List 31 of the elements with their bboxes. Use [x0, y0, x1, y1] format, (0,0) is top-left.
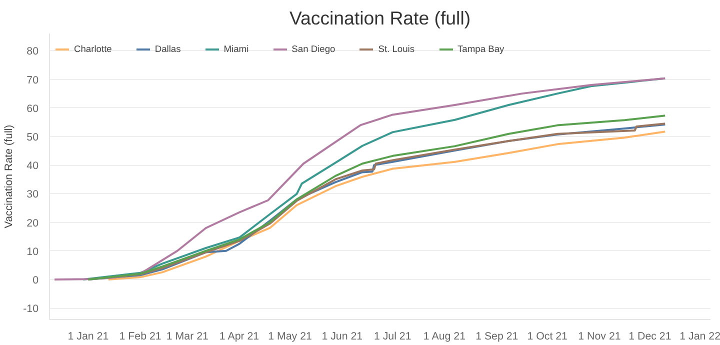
y-tick-label: 80	[26, 46, 39, 58]
y-tick-label: 50	[26, 131, 39, 144]
legend-label: Tampa Bay	[458, 44, 504, 54]
y-tick-label: 40	[26, 160, 39, 172]
legend-label: St. Louis	[378, 44, 415, 54]
y-axis-title: Vaccination Rate (full)	[3, 124, 16, 228]
y-tick-label: 60	[26, 102, 39, 115]
x-tick-label: 1 Oct 21	[527, 330, 568, 342]
x-tick-label: 1 Aug 21	[423, 330, 466, 342]
y-tick-label: 30	[26, 188, 39, 201]
x-tick-label: 1 Apr 21	[219, 330, 260, 342]
y-tick-label: 0	[32, 274, 39, 286]
y-tick-label: 70	[26, 74, 39, 86]
x-tick-label: 1 May 21	[268, 330, 312, 342]
x-tick-label: 1 Jun 21	[322, 330, 363, 342]
x-tick-label: 1 Mar 21	[166, 330, 209, 342]
y-tick-label: 20	[26, 217, 39, 230]
x-tick-label: 1 Jan 22	[680, 330, 720, 342]
x-tick-label: 1 Feb 21	[119, 330, 162, 342]
y-tick-label: -10	[23, 303, 39, 316]
x-tick-label: 1 Jan 21	[68, 330, 109, 342]
x-tick-label: 1 Nov 21	[578, 330, 621, 342]
chart-title: Vaccination Rate (full)	[289, 8, 471, 28]
legend-label: Miami	[224, 44, 249, 54]
x-tick-label: 1 Sep 21	[476, 330, 518, 342]
x-tick-label: 1 Jul 21	[374, 330, 412, 342]
legend-label: Dallas	[154, 44, 181, 54]
y-tick-label: 10	[26, 246, 39, 258]
legend-label: San Diego	[292, 44, 336, 54]
legend-label: Charlotte	[74, 44, 112, 54]
x-tick-label: 1 Dec 21	[628, 330, 672, 342]
